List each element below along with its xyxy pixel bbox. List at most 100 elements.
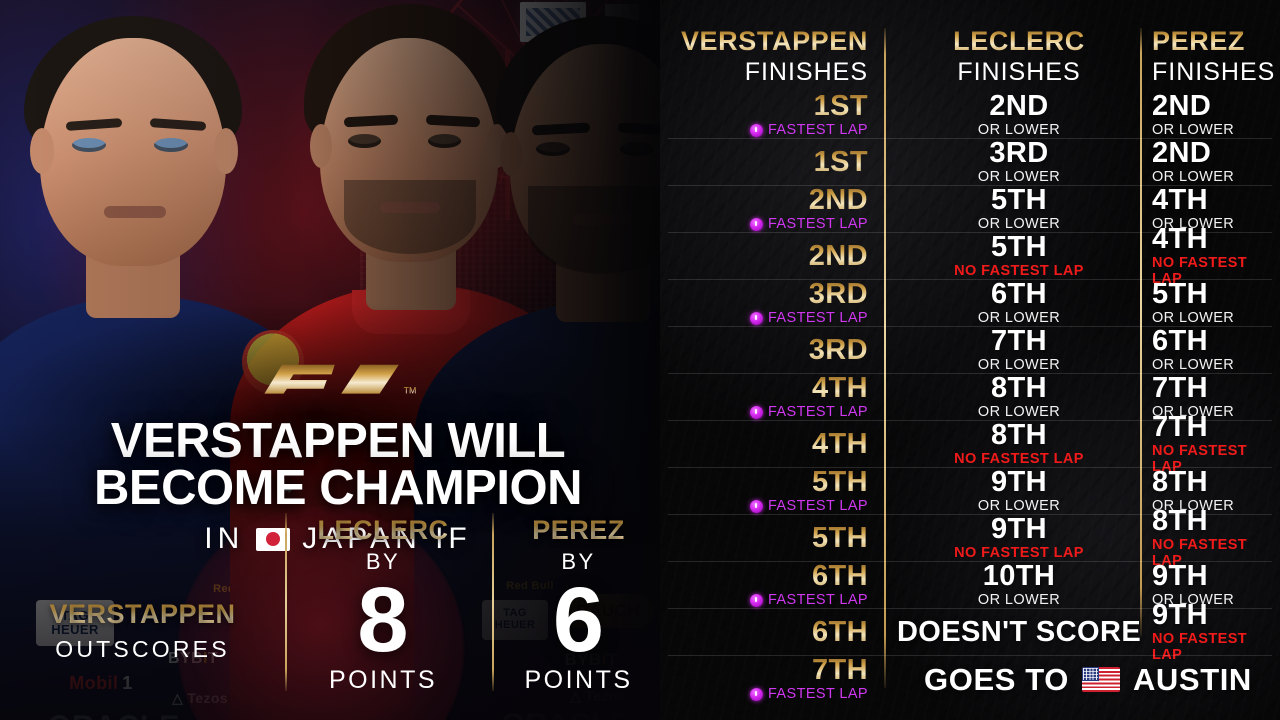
table-cell: 6TH [812, 609, 868, 656]
fastest-lap-note: FASTEST LAP [749, 216, 868, 233]
table-row: 7TH FASTEST LAP [660, 656, 886, 703]
summary-item-number: 6 [552, 568, 605, 671]
fastest-lap-note: FASTEST LAP [749, 404, 868, 421]
finish-position: 5TH [812, 466, 868, 499]
table-cell: 9TH OR LOWER [896, 468, 1142, 515]
finish-position: 10TH [982, 560, 1056, 593]
table-row: 7TH NO FASTEST LAP [1152, 413, 1280, 475]
column-divider-right [1140, 28, 1142, 636]
finish-position: 6TH [991, 278, 1047, 311]
table-cell: 7TH NO FASTEST LAP [1152, 413, 1280, 475]
table-row: 2ND FASTEST LAP [660, 186, 886, 233]
table-cell: 4TH OR LOWER [1152, 186, 1234, 233]
fastest-lap-label: FASTEST LAP [767, 309, 868, 326]
fastest-lap-note: FASTEST LAP [749, 121, 868, 139]
fastest-lap-icon [749, 312, 763, 326]
fastest-lap-icon [749, 688, 763, 702]
finish-position: 2ND [1152, 90, 1212, 123]
condition-note: OR LOWER [977, 168, 1061, 185]
condition-note: OR LOWER [977, 403, 1061, 420]
table-row: 5TH [660, 515, 886, 562]
finish-position: 1ST [813, 90, 868, 123]
finish-position: 1ST [813, 145, 868, 178]
table-cell: 2ND [809, 233, 868, 280]
condition-note: OR LOWER [1152, 168, 1235, 185]
finish-position: 2ND [989, 90, 1049, 123]
table-row: 6TH [660, 609, 886, 656]
fastest-lap-icon [749, 500, 763, 514]
table-row: 3RD OR LOWER [896, 139, 1142, 186]
row-separator [668, 373, 1272, 374]
summary-divider [492, 513, 494, 691]
table-row: 5TH OR LOWER [1152, 280, 1280, 327]
grunge-texture [660, 0, 1280, 720]
condition-note: OR LOWER [1152, 356, 1235, 373]
summary-outscores-text: OUTSCORES [55, 636, 230, 662]
fastest-lap-icon [749, 406, 763, 420]
no-fastest-lap-note: NO FASTEST LAP [954, 544, 1084, 561]
svg-text:TM: TM [404, 386, 417, 396]
condition-note: OR LOWER [1152, 497, 1235, 514]
japan-flag-icon [256, 527, 291, 551]
condition-note: OR LOWER [977, 121, 1061, 138]
table-row: 6TH OR LOWER [896, 280, 1142, 327]
finish-position: 7TH [1152, 411, 1208, 444]
table-cell: 2ND OR LOWER [1152, 92, 1234, 139]
table-row: 4TH OR LOWER [1152, 186, 1280, 233]
table-row: 4TH [660, 421, 886, 468]
usa-flag-icon [1081, 667, 1120, 692]
row-separator [668, 326, 1272, 327]
table-cell: 4TH NO FASTEST LAP [1152, 225, 1280, 287]
summary-item-name: LECLERC [317, 514, 449, 545]
table-cell: 5TH NO FASTEST LAP [896, 233, 1142, 280]
no-fastest-lap-note: NO FASTEST LAP [1152, 442, 1248, 475]
condition-note: OR LOWER [977, 309, 1061, 326]
table-cell: 9TH OR LOWER [1152, 562, 1234, 609]
column-driver-name: LECLERC [896, 28, 1142, 55]
column-header: PEREZ FINISHES [1152, 28, 1280, 87]
fastest-lap-note: FASTEST LAP [749, 498, 868, 515]
column-driver-name: PEREZ [1152, 28, 1280, 55]
finish-position: 2ND [808, 184, 868, 217]
table-cell: 7TH OR LOWER [1152, 374, 1234, 421]
subline-country: JAPAN IF [302, 522, 472, 556]
table-cell: 8TH NO FASTEST LAP [1152, 507, 1280, 569]
table-row: 3RD FASTEST LAP [660, 280, 886, 327]
table-row: 9TH OR LOWER [896, 468, 1142, 515]
row-separator [668, 608, 1272, 609]
japan-flag-circle-motif [178, 506, 464, 720]
table-cell: 5TH FASTEST LAP [749, 466, 868, 515]
row-separator [668, 279, 1272, 280]
table-cell: 9TH NO FASTEST LAP [896, 515, 1142, 562]
finish-position: 7TH [1152, 372, 1208, 405]
row-separator [668, 514, 1272, 515]
fastest-lap-label: FASTEST LAP [767, 121, 868, 138]
column-subtitle: FINISHES [957, 58, 1081, 86]
table-row: 6TH OR LOWER [1152, 327, 1280, 374]
table-cell: 3RD FASTEST LAP [749, 280, 868, 327]
finish-position: 5TH [991, 231, 1047, 264]
table-cell: 6TH FASTEST LAP [749, 562, 868, 609]
scenarios-table: VERSTAPPEN FINISHES 1ST FASTEST LAP 1ST 2ND… [660, 0, 1280, 720]
fastest-lap-label: FASTEST LAP [767, 591, 868, 608]
table-background [660, 0, 1280, 720]
row-separator [668, 561, 1272, 562]
table-cell: 6TH OR LOWER [1152, 327, 1234, 374]
no-fastest-lap-note: NO FASTEST LAP [1152, 254, 1248, 287]
table-cell: 5TH [812, 515, 868, 562]
finish-position: 8TH [1152, 505, 1208, 538]
condition-note: OR LOWER [1152, 591, 1235, 608]
no-fastest-lap-note: NO FASTEST LAP [1152, 536, 1248, 569]
summary-item-unit: POINTS [328, 666, 438, 695]
table-row: 9TH OR LOWER [1152, 562, 1280, 609]
table-cell: 4TH [812, 421, 868, 468]
condition-note: OR LOWER [1152, 121, 1235, 138]
table-row: 8TH OR LOWER [896, 374, 1142, 421]
table-cell: 6TH OR LOWER [896, 280, 1142, 327]
condition-note: OR LOWER [977, 591, 1061, 608]
table-row: 4TH NO FASTEST LAP [1152, 225, 1280, 287]
table-cell: 8TH NO FASTEST LAP [896, 421, 1142, 468]
summary-item-name: PEREZ [532, 514, 625, 545]
row-separator [668, 420, 1272, 421]
